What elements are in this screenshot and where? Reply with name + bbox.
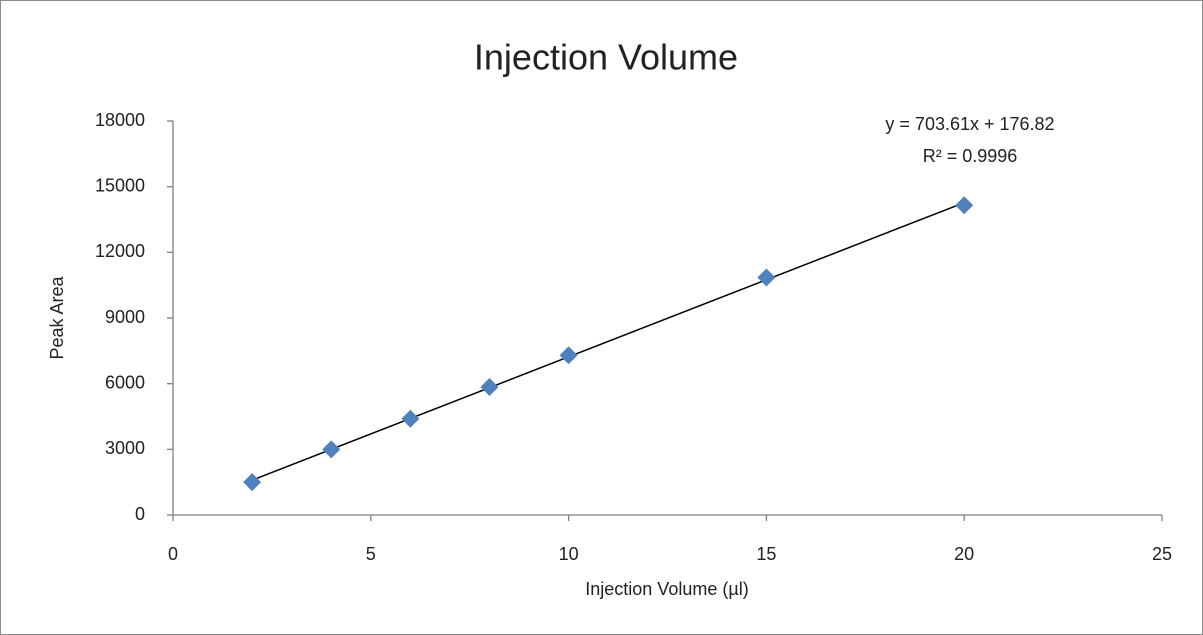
trendline-annotation: y = 703.61x + 176.82 (885, 114, 1054, 134)
chart-title: Injection Volume (474, 37, 738, 78)
data-point (322, 440, 341, 459)
data-point (559, 346, 578, 365)
y-tick-label: 18000 (95, 110, 145, 130)
trendline (251, 201, 965, 481)
x-tick-label: 25 (1152, 544, 1172, 564)
data-point (480, 377, 499, 396)
x-tick-label: 20 (954, 544, 974, 564)
data-point (243, 473, 262, 492)
y-tick-label: 9000 (105, 307, 145, 327)
x-tick-label: 10 (559, 544, 579, 564)
y-axis-title: Peak Area (47, 275, 67, 359)
y-tick-label: 3000 (105, 438, 145, 458)
y-tick-label: 15000 (95, 175, 145, 195)
y-tick-label: 6000 (105, 372, 145, 392)
data-point (757, 268, 776, 287)
data-point (401, 409, 420, 428)
x-tick-label: 15 (756, 544, 776, 564)
x-tick-label: 5 (366, 544, 376, 564)
data-point (955, 196, 974, 215)
y-tick-label: 12000 (95, 241, 145, 261)
y-tick-label: 0 (135, 504, 145, 524)
x-tick-label: 0 (168, 544, 178, 564)
trendline-annotation: R² = 0.9996 (923, 146, 1018, 166)
x-axis-title: Injection Volume (µl) (585, 579, 748, 599)
